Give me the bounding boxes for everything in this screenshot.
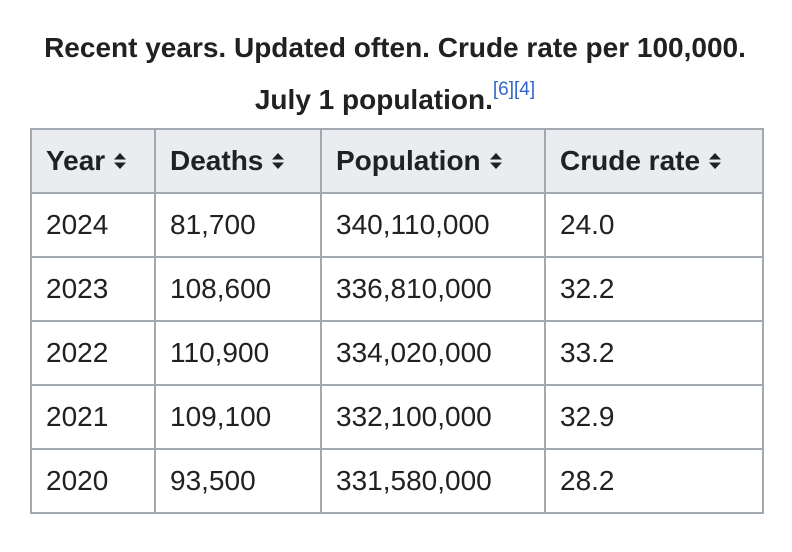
cell-deaths: 81,700 (154, 192, 322, 258)
column-header-label: Deaths (170, 145, 264, 176)
sort-icon[interactable] (489, 152, 503, 170)
table-row: 2021 109,100 332,100,000 32.9 (30, 384, 764, 450)
cell-crude-rate: 28.2 (544, 448, 764, 514)
cell-crude-rate: 33.2 (544, 320, 764, 386)
column-header-year[interactable]: Year (30, 128, 156, 194)
sort-icon[interactable] (271, 152, 285, 170)
column-header-label: Year (46, 145, 106, 176)
cell-deaths: 109,100 (154, 384, 322, 450)
column-header-label: Crude rate (560, 145, 701, 176)
cell-crude-rate: 32.9 (544, 384, 764, 450)
column-header-crude-rate[interactable]: Crude rate (544, 128, 764, 194)
cell-deaths: 108,600 (154, 256, 322, 322)
table-row: 2023 108,600 336,810,000 32.2 (30, 256, 764, 322)
table-row: 2024 81,700 340,110,000 24.0 (30, 192, 764, 258)
reference-link-4[interactable]: [4] (514, 79, 536, 100)
cell-crude-rate: 32.2 (544, 256, 764, 322)
cell-year: 2023 (30, 256, 156, 322)
reference-link-6[interactable]: [6] (492, 79, 514, 100)
cell-population: 331,580,000 (320, 448, 546, 514)
table-caption: Recent years. Updated often. Crude rate … (30, 22, 760, 130)
caption-text: Recent years. Updated often. Crude rate … (44, 32, 746, 115)
cell-year: 2021 (30, 384, 156, 450)
column-header-population[interactable]: Population (320, 128, 546, 194)
cell-population: 336,810,000 (320, 256, 546, 322)
cell-crude-rate: 24.0 (544, 192, 764, 258)
cell-population: 332,100,000 (320, 384, 546, 450)
data-table: Year Deaths Population Crude rate 2024 8… (30, 128, 764, 514)
cell-year: 2022 (30, 320, 156, 386)
column-header-deaths[interactable]: Deaths (154, 128, 322, 194)
table-row: 2020 93,500 331,580,000 28.2 (30, 448, 764, 514)
table-row: 2022 110,900 334,020,000 33.2 (30, 320, 764, 386)
caption-references: [6][4] (493, 79, 535, 100)
cell-year: 2024 (30, 192, 156, 258)
cell-population: 334,020,000 (320, 320, 546, 386)
cell-deaths: 110,900 (154, 320, 322, 386)
header-row: Year Deaths Population Crude rate (30, 128, 764, 194)
sort-icon[interactable] (113, 152, 127, 170)
cell-year: 2020 (30, 448, 156, 514)
cell-population: 340,110,000 (320, 192, 546, 258)
cell-deaths: 93,500 (154, 448, 322, 514)
column-header-label: Population (336, 145, 481, 176)
sort-icon[interactable] (708, 152, 722, 170)
